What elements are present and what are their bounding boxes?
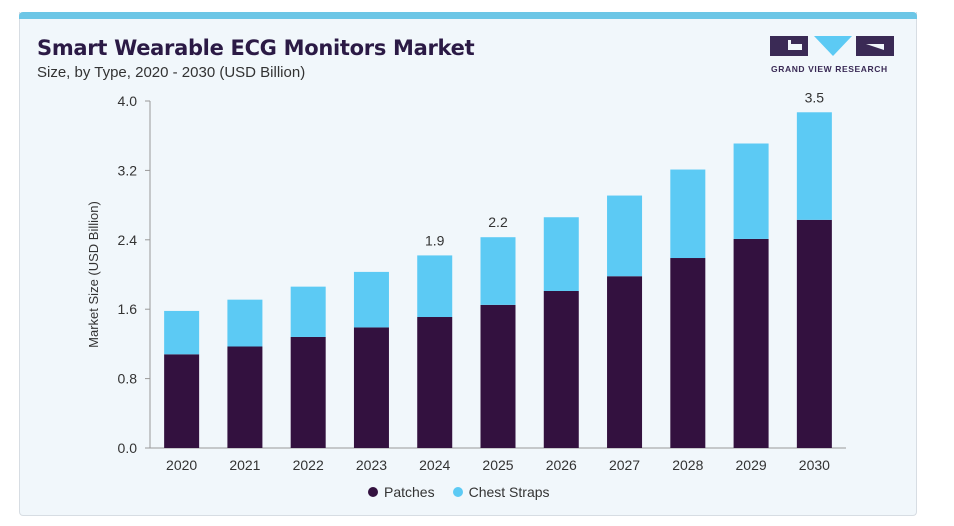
legend-label-chest-straps: Chest Straps [468, 484, 550, 500]
data-label-2030: 3.5 [805, 89, 825, 105]
grand-view-research-logo-icon [770, 36, 894, 56]
legend-item-chest-straps: Chest Straps [452, 484, 550, 500]
legend-swatch-patches [368, 487, 378, 497]
bar-chest-straps-2030 [796, 112, 832, 220]
bar-patches-2025 [480, 304, 516, 448]
y-tick-label: 3.2 [118, 162, 138, 178]
bar-chest-straps-2028 [670, 169, 706, 259]
bar-patches-2030 [796, 219, 832, 448]
bar-chest-straps-2027 [607, 195, 643, 277]
logo-wordmark: GRAND VIEW RESEARCH [771, 64, 888, 74]
bar-patches-2027 [607, 276, 643, 448]
y-tick-label: 1.6 [118, 301, 138, 317]
bar-patches-2028 [670, 258, 706, 448]
bar-patches-2026 [543, 290, 579, 448]
y-tick-label: 0.8 [118, 371, 138, 387]
bar-chest-straps-2025 [480, 237, 516, 305]
x-tick-label: 2024 [419, 457, 450, 473]
data-label-2024: 1.9 [425, 232, 445, 248]
chart-subtitle: Size, by Type, 2020 - 2030 (USD Billion) [37, 64, 306, 81]
bar-patches-2021 [227, 346, 263, 448]
x-tick-label: 2026 [546, 457, 577, 473]
x-tick-label: 2020 [166, 457, 197, 473]
x-tick-label: 2030 [799, 457, 830, 473]
chart-title: Smart Wearable ECG Monitors Market [37, 36, 475, 60]
legend-label-patches: Patches [384, 484, 435, 500]
bar-patches-2022 [290, 336, 326, 448]
y-tick-label: 0.0 [118, 440, 138, 456]
bar-patches-2020 [164, 354, 200, 448]
accent-top-bar [19, 12, 917, 19]
y-tick-label: 4.0 [118, 93, 138, 109]
legend-swatch-chest-straps [452, 487, 463, 497]
bar-patches-2024 [417, 317, 453, 448]
x-tick-label: 2022 [293, 457, 324, 473]
x-tick-label: 2025 [482, 457, 513, 473]
x-tick-label: 2028 [672, 457, 703, 473]
bar-chest-straps-2020 [164, 310, 200, 355]
y-tick-label: 2.4 [118, 232, 138, 248]
bar-chest-straps-2022 [290, 286, 326, 337]
x-tick-label: 2021 [229, 457, 260, 473]
bar-chest-straps-2023 [353, 271, 389, 328]
x-tick-label: 2023 [356, 457, 387, 473]
x-tick-label: 2029 [736, 457, 767, 473]
bar-chest-straps-2024 [417, 255, 453, 318]
bar-chest-straps-2026 [543, 217, 579, 291]
bar-patches-2029 [733, 238, 769, 448]
y-axis-title: Market Size (USD Billion) [86, 201, 101, 348]
data-label-2025: 2.2 [488, 214, 508, 230]
chart-legend: Patches Chest Straps [368, 484, 550, 500]
bar-chest-straps-2021 [227, 299, 263, 347]
legend-item-patches: Patches [368, 484, 435, 500]
bar-patches-2023 [353, 327, 389, 448]
x-tick-label: 2027 [609, 457, 640, 473]
bar-chest-straps-2029 [733, 143, 769, 239]
